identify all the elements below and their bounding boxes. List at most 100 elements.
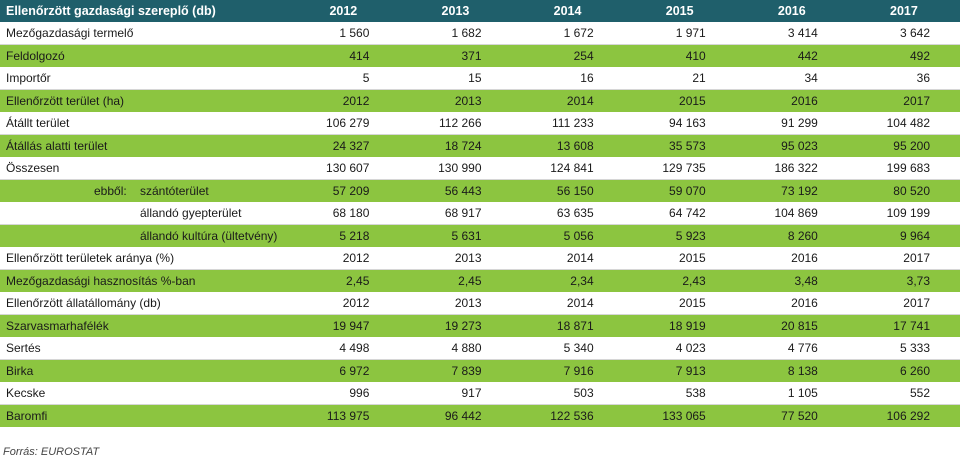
table-cell: 130 990 xyxy=(399,157,512,180)
table-cell: 414 xyxy=(287,44,400,67)
table-cell: 4 880 xyxy=(399,337,512,360)
table-cell: 68 917 xyxy=(399,202,512,225)
row-label-text: Sertés xyxy=(6,341,41,355)
table-cell: 2017 xyxy=(847,247,960,270)
table-cell: 80 520 xyxy=(847,179,960,202)
source-note: Forrás: EUROSTAT xyxy=(3,446,100,458)
table-cell: 7 916 xyxy=(511,359,624,382)
table-cell: 95 023 xyxy=(735,134,848,157)
table-cell: 111 233 xyxy=(511,112,624,135)
table-cell: 21 xyxy=(623,67,736,90)
table-cell: 2015 xyxy=(623,292,736,315)
table-cell: 18 871 xyxy=(511,314,624,337)
table-cell: 371 xyxy=(399,44,512,67)
table-cell: 2017 xyxy=(847,292,960,315)
row-label: Baromfi xyxy=(0,404,288,427)
table-cell: 35 573 xyxy=(623,134,736,157)
table-cell: 109 199 xyxy=(847,202,960,225)
row-label-text: Összesen xyxy=(6,161,60,175)
table-row: Kecske 996 917 503 538 1 105 552 xyxy=(0,382,960,405)
table-cell: 104 482 xyxy=(847,112,960,135)
table-row: Összesen 130 607 130 990 124 841 129 735 186 … xyxy=(0,157,960,180)
table-cell: 63 635 xyxy=(511,202,624,225)
row-label: Mezőgazdasági hasznosítás %-ban xyxy=(0,269,288,292)
table-cell: 19 273 xyxy=(399,314,512,337)
table-cell: 56 443 xyxy=(399,179,512,202)
row-label: Átállás alatti terület xyxy=(0,134,288,157)
table-cell: 77 520 xyxy=(735,404,848,427)
table-row: Átállt terület 106 279 112 266 111 233 94 16… xyxy=(0,112,960,135)
table-row: Feldolgozó 414 371 254 410 442 492 xyxy=(0,44,960,67)
table-cell: 3,48 xyxy=(735,269,848,292)
table-cell: 6 260 xyxy=(847,359,960,382)
statistics-table: Ellenőrzött gazdasági szereplő (db) 2012… xyxy=(0,0,960,427)
table-cell: 18 919 xyxy=(623,314,736,337)
table-cell: 18 724 xyxy=(399,134,512,157)
table-cell: 5 340 xyxy=(511,337,624,360)
table-cell: 1 971 xyxy=(623,22,736,45)
table-cell: 2,45 xyxy=(287,269,400,292)
table-row: Ellenőrzött állatállomány (db) 2012 2013 20… xyxy=(0,292,960,315)
table-cell: 20 815 xyxy=(735,314,848,337)
table-cell: 996 xyxy=(287,382,400,405)
row-label: Birka xyxy=(0,359,288,382)
row-label-text: Ellenőrzött terület (ha) xyxy=(6,94,125,108)
row-label-text: szántóterület xyxy=(140,184,209,198)
table-cell: 2014 xyxy=(511,89,624,112)
table-cell: 186 322 xyxy=(735,157,848,180)
table-cell: 130 607 xyxy=(287,157,400,180)
table-cell: 2013 xyxy=(399,247,512,270)
table-cell: 5 218 xyxy=(287,224,400,247)
header-year: 2013 xyxy=(399,0,512,22)
table-cell: 2,45 xyxy=(399,269,512,292)
row-label-text: állandó gyepterület xyxy=(140,206,242,220)
table-row: állandó gyepterület 68 180 68 917 63 635 64 … xyxy=(0,202,960,225)
table-cell: 113 975 xyxy=(287,404,400,427)
table-cell: 2016 xyxy=(735,89,848,112)
row-label: állandó gyepterület xyxy=(0,202,288,225)
table-cell: 2,43 xyxy=(623,269,736,292)
table-cell: 3 642 xyxy=(847,22,960,45)
table-cell: 24 327 xyxy=(287,134,400,157)
table-cell: 1 105 xyxy=(735,382,848,405)
table-row: Ellenőrzött terület (ha) 2012 2013 2014 2015… xyxy=(0,89,960,112)
row-label-text: Átállás alatti terület xyxy=(6,139,108,153)
header-year: 2012 xyxy=(287,0,400,22)
table-row: Ellenőrzött területek aránya (%) 2012 2013… xyxy=(0,247,960,270)
table-cell: 104 869 xyxy=(735,202,848,225)
table-row: Importőr 5 15 16 21 34 36 xyxy=(0,67,960,90)
row-label: Mezőgazdasági termelő xyxy=(0,22,288,45)
row-label-text: Feldolgozó xyxy=(6,49,65,63)
table-cell: 199 683 xyxy=(847,157,960,180)
table-cell: 122 536 xyxy=(511,404,624,427)
table-cell: 503 xyxy=(511,382,624,405)
row-label-text: Baromfi xyxy=(6,409,48,423)
table-cell: 2014 xyxy=(511,292,624,315)
header-year: 2017 xyxy=(847,0,960,22)
row-label: Sertés xyxy=(0,337,288,360)
table-body: Mezőgazdasági termelő 1 560 1 682 1 672 1 97… xyxy=(0,22,960,427)
table-cell: 2015 xyxy=(623,89,736,112)
table-cell: 2012 xyxy=(287,89,400,112)
table-cell: 917 xyxy=(399,382,512,405)
table-cell: 133 065 xyxy=(623,404,736,427)
table-cell: 36 xyxy=(847,67,960,90)
table-cell: 34 xyxy=(735,67,848,90)
table-cell: 2014 xyxy=(511,247,624,270)
table-cell: 442 xyxy=(735,44,848,67)
table-cell: 1 682 xyxy=(399,22,512,45)
row-label-text: Mezőgazdasági termelő xyxy=(6,26,134,40)
table-cell: 17 741 xyxy=(847,314,960,337)
table-row: állandó kultúra (ültetvény) 5 218 5 631 5 0… xyxy=(0,224,960,247)
table-cell: 57 209 xyxy=(287,179,400,202)
table-cell: 1 560 xyxy=(287,22,400,45)
table-row: Sertés 4 498 4 880 5 340 4 023 4 776 5 333 xyxy=(0,337,960,360)
header-year: 2014 xyxy=(511,0,624,22)
table-cell: 7 839 xyxy=(399,359,512,382)
table-cell: 2013 xyxy=(399,292,512,315)
table-cell: 95 200 xyxy=(847,134,960,157)
table-cell: 124 841 xyxy=(511,157,624,180)
table-row: Átállás alatti terület 24 327 18 724 13 608… xyxy=(0,134,960,157)
table-cell: 73 192 xyxy=(735,179,848,202)
table-row: Mezőgazdasági termelő 1 560 1 682 1 672 1 97… xyxy=(0,22,960,45)
